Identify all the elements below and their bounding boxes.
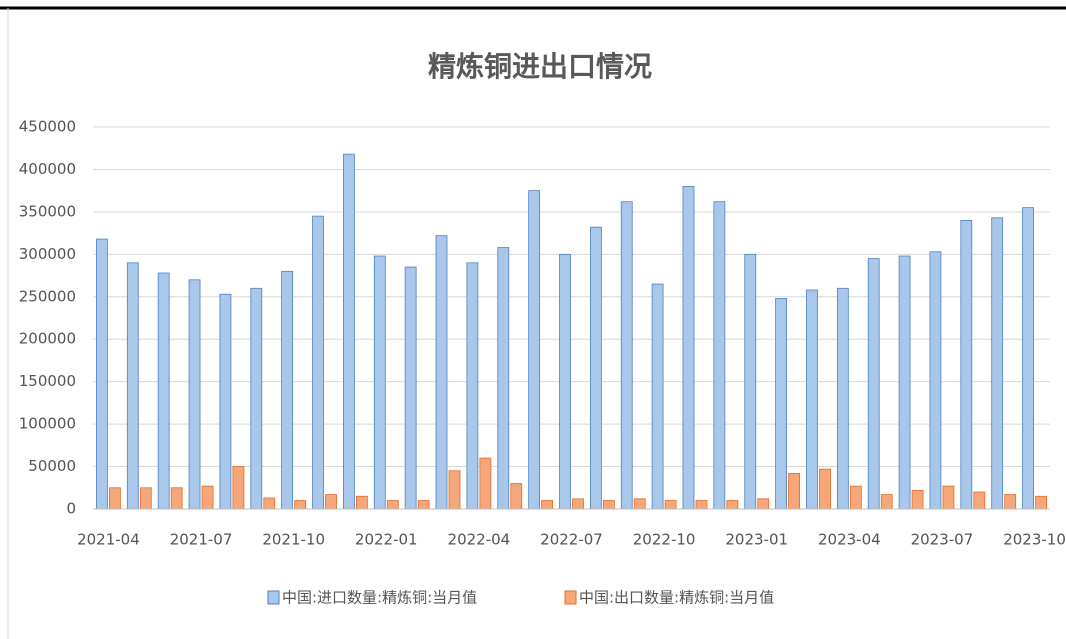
bar bbox=[188, 279, 201, 510]
bar bbox=[620, 201, 633, 510]
bar bbox=[1035, 495, 1047, 510]
y-tick-label: 50000 bbox=[28, 457, 76, 475]
y-tick-label: 250000 bbox=[19, 287, 76, 305]
x-tick-label: 2023-04 bbox=[818, 531, 881, 549]
bar bbox=[836, 287, 849, 510]
bar bbox=[929, 251, 942, 510]
bar bbox=[911, 489, 924, 510]
bar bbox=[960, 219, 973, 510]
bar bbox=[880, 494, 893, 510]
bar bbox=[589, 226, 602, 510]
bar bbox=[973, 491, 986, 510]
bar bbox=[386, 500, 399, 510]
bar bbox=[96, 238, 108, 510]
y-tick-label: 300000 bbox=[19, 245, 76, 263]
bar bbox=[510, 483, 523, 510]
bar bbox=[343, 153, 355, 510]
bar bbox=[201, 485, 214, 510]
bar bbox=[479, 457, 492, 510]
y-tick-label: 450000 bbox=[19, 118, 76, 136]
x-tick-label: 2023-07 bbox=[911, 531, 974, 549]
bar bbox=[819, 468, 831, 510]
bar bbox=[109, 487, 121, 510]
bar bbox=[325, 494, 337, 510]
bar bbox=[682, 186, 695, 510]
bar bbox=[294, 500, 307, 510]
legend-marker bbox=[564, 590, 577, 605]
bar bbox=[651, 283, 664, 510]
bar bbox=[559, 253, 571, 510]
bar bbox=[757, 498, 770, 510]
bar bbox=[898, 255, 911, 510]
bar bbox=[1004, 494, 1017, 510]
bar bbox=[726, 500, 739, 510]
legend-marker bbox=[267, 590, 280, 605]
bar bbox=[232, 466, 245, 510]
bar bbox=[139, 487, 152, 510]
bar bbox=[541, 500, 554, 510]
bar bbox=[806, 289, 818, 510]
bar bbox=[1022, 207, 1034, 510]
bar bbox=[448, 470, 461, 510]
bar bbox=[744, 253, 757, 510]
bar bbox=[417, 500, 430, 510]
bar bbox=[466, 262, 479, 510]
y-tick-label: 200000 bbox=[19, 330, 76, 348]
x-tick-label: 2022-04 bbox=[448, 531, 511, 549]
bar bbox=[126, 262, 139, 510]
bar bbox=[170, 487, 183, 510]
bar bbox=[788, 472, 800, 510]
bar bbox=[219, 293, 232, 510]
bar bbox=[849, 485, 862, 510]
x-tick-label: 2022-07 bbox=[540, 531, 603, 549]
bar bbox=[281, 270, 294, 510]
y-tick-label: 0 bbox=[66, 500, 76, 518]
bar bbox=[602, 500, 615, 510]
bar bbox=[991, 217, 1004, 510]
x-tick-label: 2023-01 bbox=[725, 531, 788, 549]
bar bbox=[435, 235, 448, 510]
x-tick-label: 2022-10 bbox=[633, 531, 696, 549]
y-tick-label: 150000 bbox=[19, 372, 76, 390]
bar bbox=[572, 498, 584, 510]
bar bbox=[867, 258, 880, 510]
y-tick-label: 400000 bbox=[19, 160, 76, 178]
x-tick-label: 2021-04 bbox=[77, 531, 140, 549]
bar bbox=[312, 215, 324, 510]
bar bbox=[263, 497, 276, 510]
y-tick-label: 350000 bbox=[19, 202, 76, 220]
legend-label: 中国:出口数量:精炼铜:当月值 bbox=[579, 589, 774, 607]
x-tick-label: 2021-07 bbox=[170, 531, 233, 549]
bar bbox=[373, 255, 386, 510]
bar bbox=[497, 247, 510, 510]
bar bbox=[250, 287, 263, 510]
bar bbox=[695, 500, 708, 510]
chart-title: 精炼铜进出口情况 bbox=[428, 50, 652, 83]
bar bbox=[775, 298, 787, 510]
bar bbox=[633, 498, 646, 510]
bar bbox=[664, 500, 677, 510]
y-tick-label: 100000 bbox=[19, 415, 76, 433]
bar bbox=[713, 201, 726, 510]
bar bbox=[157, 272, 170, 510]
x-tick-label: 2023-10 bbox=[1003, 531, 1066, 549]
bar bbox=[356, 495, 368, 510]
bar bbox=[942, 485, 955, 510]
bar bbox=[404, 266, 417, 510]
x-tick-label: 2022-01 bbox=[355, 531, 418, 549]
bar bbox=[528, 190, 541, 510]
legend-label: 中国:进口数量:精炼铜:当月值 bbox=[282, 589, 477, 607]
x-tick-label: 2021-10 bbox=[262, 531, 325, 549]
